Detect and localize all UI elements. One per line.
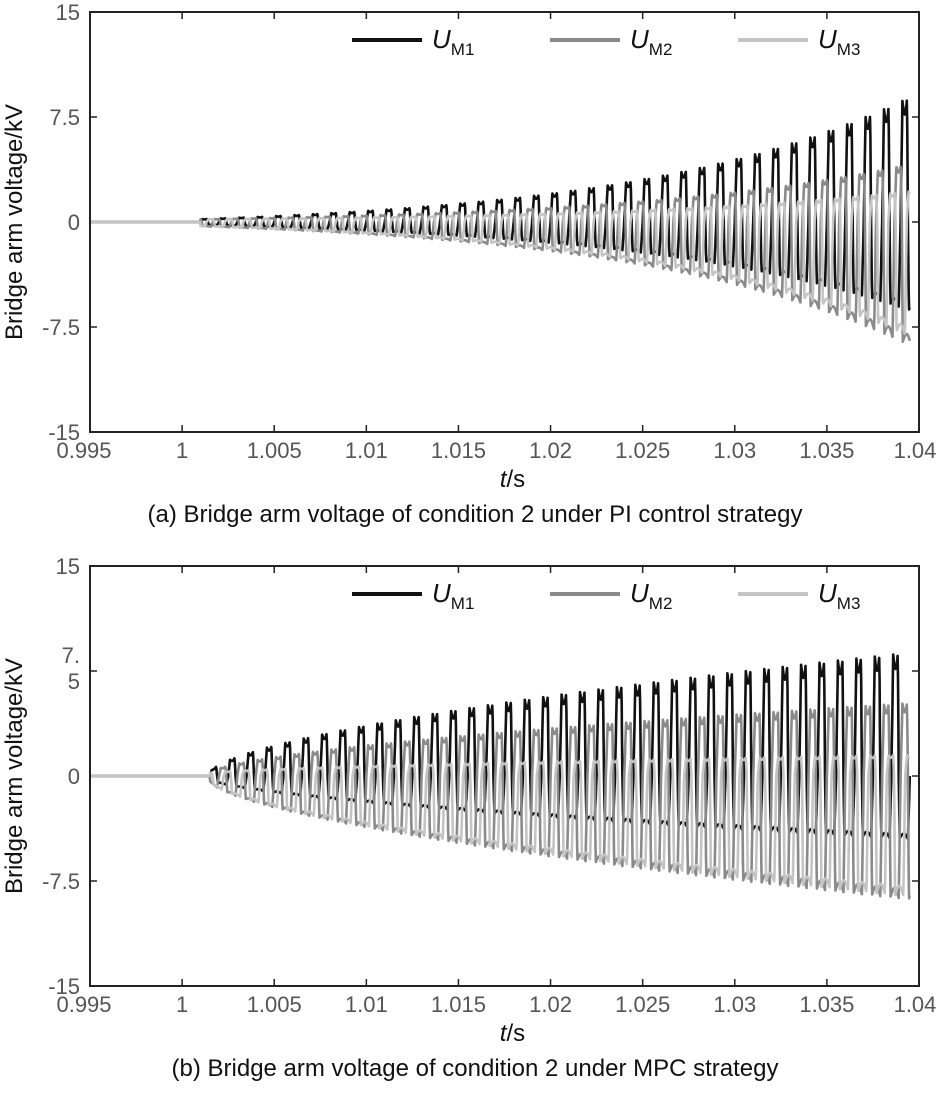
chart-b-xtick-label: 1.005 — [247, 992, 302, 1017]
chart-b-frame — [89, 565, 920, 987]
chart-a-xtick-label: 0.995 — [56, 438, 111, 463]
chart-a-svg: Bridge arm voltage/kV 15 7.5 0 -7.5 -150.995 1… — [1, 0, 937, 528]
chart-a-xtick-label: 1.03 — [713, 438, 756, 463]
chart-b-xtick-label: 1 — [176, 992, 188, 1017]
chart-a-ytick-label: 0 — [68, 210, 80, 235]
chart-a-plot-area — [90, 99, 912, 344]
chart-panel-b: Bridge arm voltage/kV 15 7. 5 0 -7.5 -15 0.995 1… — [0, 554, 951, 1108]
chart-a-series-m3 — [90, 190, 911, 336]
chart-panel-a: Bridge arm voltage/kV 15 7.5 0 -7.5 -15 0.995 1… — [1, 0, 937, 528]
chart-a-ytick-label: 7.5 — [49, 105, 80, 130]
chart-b-xtick-label: 1.015 — [431, 992, 486, 1017]
chart-b-legend-label-m1: UM1 — [432, 578, 474, 613]
chart-b-xtick-label: 1.035 — [799, 992, 854, 1017]
chart-b-xlabel: t/s — [500, 1020, 525, 1047]
chart-b-caption: (b) Bridge arm voltage of condition 2 un… — [172, 1055, 779, 1082]
chart-a-ylabel: Bridge arm voltage/kV — [1, 104, 28, 340]
chart-a-xlabel: t/s — [500, 466, 525, 493]
chart-b-series-m2 — [90, 702, 912, 900]
chart-b-xtick-label: 0.995 — [56, 992, 111, 1017]
chart-b-ytick-label: 7. 5 — [62, 643, 80, 694]
chart-a-caption: (a) Bridge arm voltage of condition 2 un… — [147, 501, 802, 528]
chart-a-xtick-label: 1.02 — [529, 438, 572, 463]
chart-b-xtick-label: 1.04 — [894, 992, 937, 1017]
chart-b-xtick-label: 1.02 — [529, 992, 572, 1017]
chart-a-frame — [89, 11, 920, 433]
chart-a-ytick-label: 15 — [56, 0, 80, 25]
chart-a-xtick-label: 1 — [176, 438, 188, 463]
chart-a-ytick-label: -7.5 — [42, 315, 80, 340]
chart-b-xtick-label: 1.025 — [615, 992, 670, 1017]
chart-a-xtick-label: 1.01 — [345, 438, 388, 463]
chart-b-svg: Bridge arm voltage/kV 15 7. 5 0 -7.5 -150.995 1… — [1, 554, 937, 1082]
chart-a-xtick-label: 1.025 — [615, 438, 670, 463]
chart-b-ytick-label: -15 — [48, 974, 80, 999]
chart-a-series-m1 — [90, 99, 911, 311]
chart-b-ytick-label: 0 — [68, 764, 80, 789]
chart-a-xtick-label: 1.035 — [799, 438, 854, 463]
chart-a-xtick-label: 1.04 — [894, 438, 937, 463]
chart-a-xtick-label: 1.005 — [247, 438, 302, 463]
chart-a-ytick-label: -15 — [48, 420, 80, 445]
chart-a-legend-label-m1: UM1 — [432, 24, 474, 59]
chart-b-xtick-label: 1.01 — [345, 992, 388, 1017]
chart-b-plot-area — [90, 653, 912, 900]
chart-b-ytick-label: -7.5 — [42, 869, 80, 894]
chart-b-legend-label-m2: UM2 — [630, 578, 672, 613]
chart-b-ytick-label: 15 — [56, 554, 80, 579]
chart-b-legend-label-m3: UM3 — [818, 578, 860, 613]
chart-b-xtick-label: 1.03 — [713, 992, 756, 1017]
chart-a-xtick-label: 1.015 — [431, 438, 486, 463]
chart-b-ylabel: Bridge arm voltage/kV — [1, 658, 28, 894]
chart-a-legend-label-m2: UM2 — [630, 24, 672, 59]
chart-b-series-m3 — [90, 754, 911, 897]
chart-a-legend-label-m3: UM3 — [818, 24, 860, 59]
